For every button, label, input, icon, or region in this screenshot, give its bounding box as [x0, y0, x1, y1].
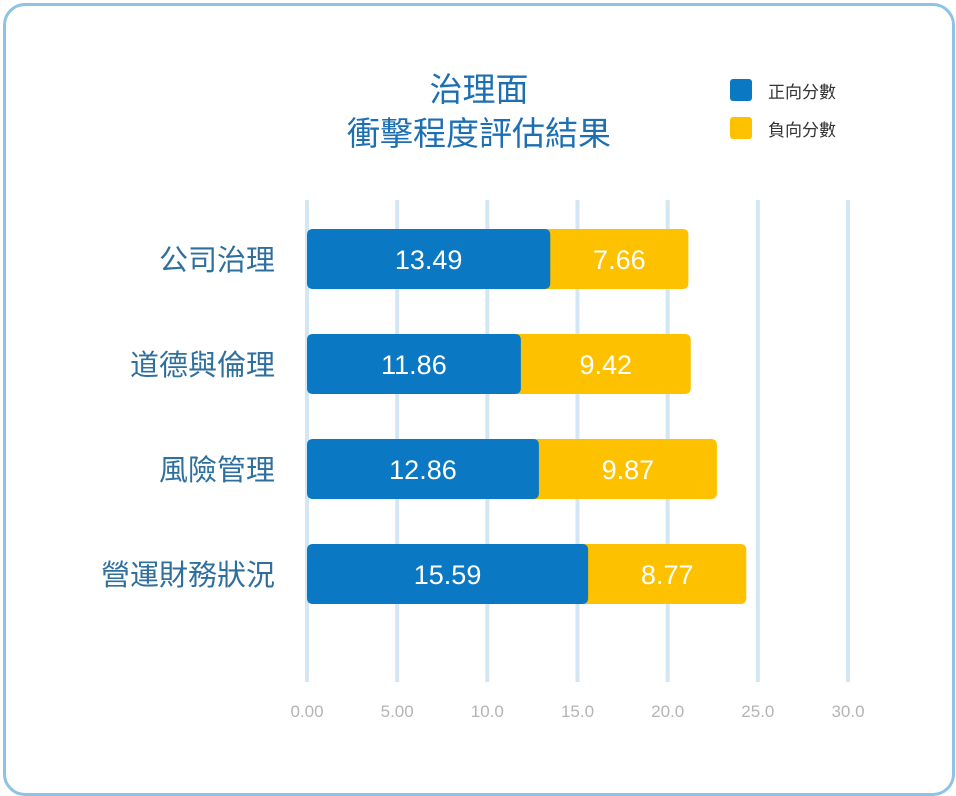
- data-label-negative: 9.87: [602, 455, 655, 485]
- data-label-positive: 13.49: [395, 245, 463, 275]
- data-label-negative: 8.77: [641, 560, 694, 590]
- x-tick-label: 25.0: [741, 702, 774, 721]
- x-tick-label: 30.0: [831, 702, 864, 721]
- bar-positive: [307, 229, 551, 289]
- legend-item-positive: 正向分數: [730, 78, 836, 103]
- chart-frame: [3, 3, 955, 796]
- data-label-positive: 12.86: [389, 455, 457, 485]
- legend-swatch-positive: [730, 79, 752, 101]
- x-tick-label: 5.00: [381, 702, 414, 721]
- bar-negative: [544, 229, 689, 289]
- legend-label-positive: 正向分數: [768, 82, 836, 103]
- bar-negative: [514, 334, 691, 394]
- bar-negative: [532, 439, 717, 499]
- chart-title: 治理面 衝擊程度評估結果: [330, 68, 628, 156]
- chart-title-line-1: 治理面: [429, 70, 529, 109]
- data-label-negative: 7.66: [593, 245, 646, 275]
- data-label-positive: 15.59: [414, 560, 482, 590]
- data-label-positive: 11.86: [381, 350, 447, 380]
- bar-negative: [582, 544, 747, 604]
- bar-positive: [307, 544, 589, 604]
- bar-positive: [307, 439, 539, 499]
- x-tick-label: 20.0: [651, 702, 684, 721]
- x-tick-label: 15.0: [561, 702, 594, 721]
- legend-swatch-negative: [730, 117, 752, 139]
- legend-label-negative: 負向分數: [768, 120, 836, 141]
- chart-title-line-2: 衝擊程度評估結果: [347, 114, 611, 153]
- category-label: 營運財務狀況: [101, 558, 275, 592]
- x-tick-label: 10.0: [471, 702, 504, 721]
- bar-positive: [307, 334, 521, 394]
- category-label: 風險管理: [159, 453, 275, 487]
- legend-item-negative: 負向分數: [730, 116, 836, 141]
- x-tick-label: 0.00: [290, 702, 323, 721]
- category-label: 公司治理: [159, 243, 275, 277]
- data-label-negative: 9.42: [580, 350, 633, 380]
- chart-legend: 正向分數 負向分數: [730, 78, 836, 154]
- category-label: 道德與倫理: [130, 348, 275, 382]
